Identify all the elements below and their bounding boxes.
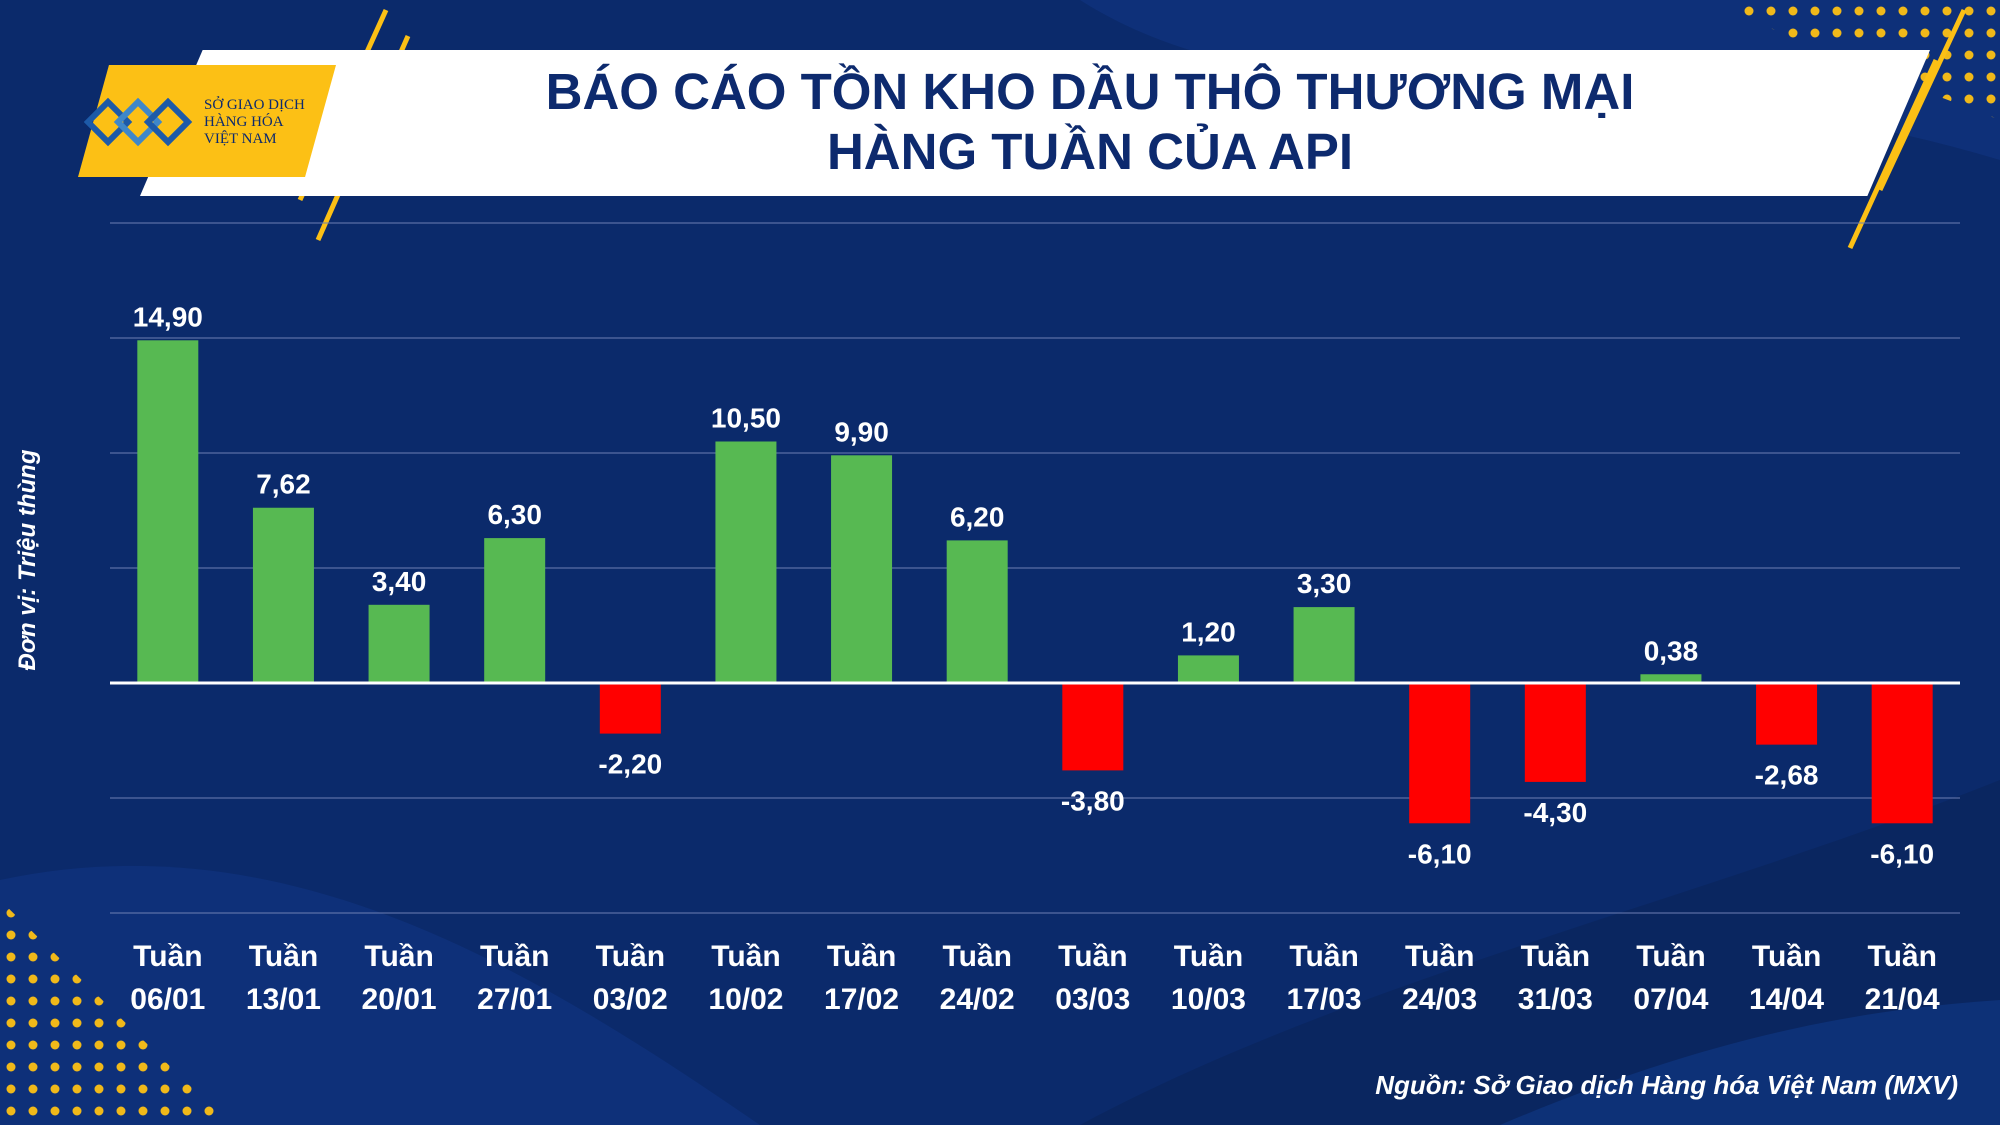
- data-label: -6,10: [1870, 838, 1934, 869]
- page-title: BÁO CÁO TỒN KHO DẦU THÔ THƯƠNG MẠI HÀNG …: [300, 62, 1880, 182]
- x-tick-prefix: Tuần: [1521, 940, 1590, 973]
- x-tick-prefix: Tuần: [1405, 940, 1474, 973]
- data-label: 10,50: [711, 403, 781, 434]
- data-label: -2,20: [598, 749, 662, 780]
- x-tick-prefix: Tuần: [133, 940, 202, 973]
- bar: [1177, 655, 1239, 683]
- title-line-1: BÁO CÁO TỒN KHO DẦU THÔ THƯƠNG MẠI: [545, 63, 1635, 120]
- data-label: -4,30: [1523, 797, 1587, 828]
- x-tick-prefix: Tuần: [1058, 940, 1127, 973]
- bar: [831, 455, 893, 683]
- x-tick-label: 24/02: [940, 983, 1015, 1016]
- x-tick-prefix: Tuần: [711, 940, 780, 973]
- title-line-2: HÀNG TUẦN CỦA API: [826, 123, 1354, 180]
- logo-wordmark: SỞ GIAO DỊCH HÀNG HÓA VIỆT NAM: [204, 97, 305, 148]
- bar: [252, 507, 314, 683]
- bar: [368, 604, 430, 683]
- data-label: 7,62: [256, 469, 311, 500]
- logo-line-1: SỞ GIAO DỊCH: [204, 97, 305, 113]
- bar: [484, 538, 546, 683]
- source-note: Nguồn: Sở Giao dịch Hàng hóa Việt Nam (M…: [1375, 1070, 1958, 1100]
- bar-series: [137, 340, 1933, 824]
- bar: [1409, 683, 1471, 824]
- x-tick-label: 13/01: [246, 983, 321, 1016]
- value-labels: 14,90 7,62 3,40 6,30 -2,20 10,50 9,90 6,20 -3,80…: [133, 301, 1934, 869]
- x-tick-prefix: Tuần: [596, 940, 665, 973]
- data-label: 9,90: [834, 416, 889, 447]
- x-tick-label: 24/03: [1402, 983, 1477, 1016]
- data-label: 6,20: [950, 501, 1005, 532]
- gridlines: [110, 222, 1960, 914]
- bar: [1062, 683, 1124, 771]
- logo-line-3: VIỆT NAM: [204, 131, 277, 147]
- x-tick-labels: Tuần 06/01 Tuần 13/01 Tuần 20/01 Tuần 27/01 Tuần…: [130, 940, 1940, 1016]
- x-tick-prefix: Tuần: [1636, 940, 1705, 973]
- data-label: 14,90: [133, 301, 203, 332]
- x-tick-label: 03/03: [1055, 983, 1130, 1016]
- data-label: -3,80: [1061, 785, 1125, 816]
- x-tick-prefix: Tuần: [1174, 940, 1243, 973]
- bar: [946, 540, 1008, 683]
- data-label: -6,10: [1408, 838, 1472, 869]
- y-axis-label: Đơn vị: Triệu thùng: [14, 449, 41, 671]
- x-tick-prefix: Tuần: [827, 940, 896, 973]
- x-tick-label: 21/04: [1865, 983, 1940, 1016]
- bar: [1756, 683, 1818, 745]
- x-tick-label: 06/01: [130, 983, 205, 1016]
- x-tick-prefix: Tuần: [1289, 940, 1358, 973]
- x-tick-prefix: Tuần: [480, 940, 549, 973]
- bar: [1871, 683, 1933, 824]
- x-tick-prefix: Tuần: [1752, 940, 1821, 973]
- bar: [715, 441, 777, 683]
- data-label: 3,40: [372, 566, 427, 597]
- x-tick-label: 10/02: [708, 983, 783, 1016]
- x-tick-label: 10/03: [1171, 983, 1246, 1016]
- data-label: 1,20: [1181, 616, 1236, 647]
- x-tick-label: 03/02: [593, 983, 668, 1016]
- x-tick-prefix: Tuần: [364, 940, 433, 973]
- logo-line-2: HÀNG HÓA: [204, 114, 284, 130]
- bar: [599, 683, 661, 734]
- bar: [137, 340, 199, 683]
- bar: [1524, 683, 1586, 782]
- x-tick-label: 17/03: [1287, 983, 1362, 1016]
- x-tick-label: 27/01: [477, 983, 552, 1016]
- bar: [1293, 607, 1355, 683]
- x-tick-prefix: Tuần: [249, 940, 318, 973]
- x-tick-label: 20/01: [362, 983, 437, 1016]
- data-label: 0,38: [1644, 635, 1699, 666]
- x-tick-label: 31/03: [1518, 983, 1593, 1016]
- bar: [1640, 674, 1702, 683]
- x-tick-label: 14/04: [1749, 983, 1824, 1016]
- x-tick-prefix: Tuần: [942, 940, 1011, 973]
- data-label: 6,30: [487, 499, 542, 530]
- mxv-logo-icon: [84, 97, 193, 147]
- x-tick-label: 17/02: [824, 983, 899, 1016]
- x-tick-label: 07/04: [1633, 983, 1708, 1016]
- title-banner: [140, 50, 1930, 196]
- data-label: 3,30: [1297, 568, 1352, 599]
- x-tick-prefix: Tuần: [1867, 940, 1936, 973]
- data-label: -2,68: [1755, 760, 1819, 791]
